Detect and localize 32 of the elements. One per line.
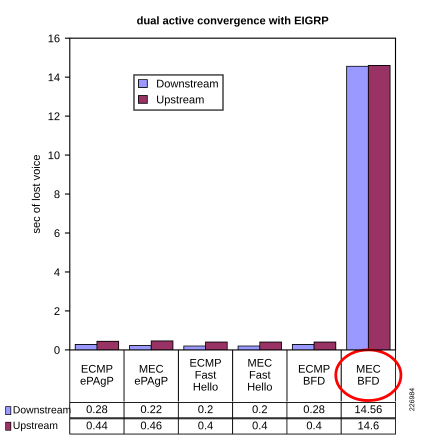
legend-label: Downstream xyxy=(157,80,218,88)
y-tick-label: 6 xyxy=(54,229,60,238)
data-label: 0.28 xyxy=(304,405,324,414)
y-axis-title: sec of lost voice xyxy=(32,155,40,234)
y-tick-label: 12 xyxy=(48,112,60,120)
y-tick-label: 8 xyxy=(54,190,60,198)
data-label: 0.4 xyxy=(252,422,268,430)
data-label: 0.46 xyxy=(140,422,162,430)
y-tick-label: 2 xyxy=(54,307,60,315)
data-label: 0.28 xyxy=(86,405,108,414)
text: Upstream xyxy=(14,422,58,432)
x-tick-label: MEC BFD xyxy=(356,364,380,385)
x-tick-label: ECMP BFD xyxy=(298,364,330,385)
data-label: 0.2 xyxy=(198,405,213,414)
data-label: 0.44 xyxy=(86,422,108,430)
data-label: 14.56 xyxy=(355,405,382,414)
data-label: 0.22 xyxy=(140,405,162,414)
y-tick-label: 4 xyxy=(54,268,60,276)
x-tick-label: MEC Fast Hello xyxy=(248,358,272,391)
data-label: 0.2 xyxy=(252,405,267,414)
data-label: 0.4 xyxy=(306,422,322,430)
data-label: 14.6 xyxy=(358,422,379,430)
x-tick-label: MEC ePAgP xyxy=(134,364,168,387)
x-tick-label: ECMP ePAgP xyxy=(80,364,114,387)
data-label: 0.4 xyxy=(198,422,213,430)
y-tick-label: 16 xyxy=(48,34,60,42)
y-tick-label: 10 xyxy=(48,151,60,160)
x-tick-label: ECMP Fast Hello xyxy=(190,358,221,391)
chart-title: dual active convergence with EIGRP xyxy=(137,16,328,27)
y-tick-label: 0 xyxy=(54,346,60,354)
legend-label: Upstream xyxy=(157,96,204,106)
y-tick-label: 14 xyxy=(48,74,60,82)
